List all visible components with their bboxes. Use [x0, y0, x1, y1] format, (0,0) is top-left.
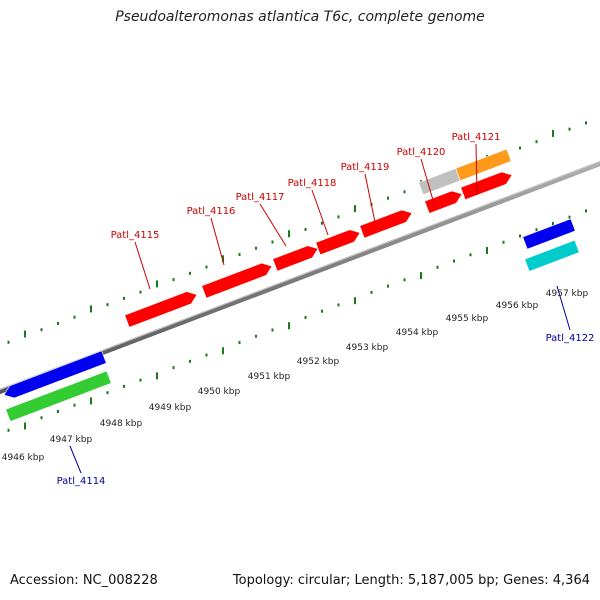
gene-label-patl-4116[interactable]: Patl_4116 — [187, 206, 236, 217]
gene-arrow-patl-4122[interactable] — [522, 218, 576, 250]
leader-patl-4119 — [364, 173, 376, 223]
leader-patl-4117 — [259, 203, 287, 247]
scale-label: 4949 kbp — [149, 403, 192, 413]
gene-arrow-reverse-cyan-feature[interactable] — [524, 239, 580, 272]
gene-label-patl-4122[interactable]: Patl_4122 — [546, 333, 595, 344]
gene-arrow-patl-4118[interactable] — [315, 229, 361, 256]
genes-layer — [3, 148, 580, 422]
scale-label: 4956 kbp — [496, 301, 539, 311]
scale-label: 4953 kbp — [346, 343, 389, 353]
gene-arrow-forward-orange-feature[interactable] — [455, 148, 512, 181]
gene-arrow-patl-4116[interactable] — [201, 262, 273, 299]
gene-arrow-patl-4119[interactable] — [359, 209, 413, 239]
gene-arrow-reverse-green-feature[interactable] — [5, 370, 112, 422]
forward-tick-row — [7, 121, 587, 344]
scale-label: 4950 kbp — [198, 387, 241, 397]
gene-arrow-patl-4114[interactable] — [3, 350, 107, 399]
leader-patl-4114 — [69, 445, 82, 474]
scale-label: 4948 kbp — [100, 419, 143, 429]
genome-summary-text: Topology: circular; Length: 5,187,005 bp… — [232, 573, 590, 588]
accession-text: Accession: NC_008228 — [10, 573, 158, 588]
leader-patl-4120 — [420, 158, 436, 208]
genome-title: Pseudoalteromonas atlantica T6c, complet… — [115, 9, 485, 25]
scale-label: 4952 kbp — [297, 357, 340, 367]
leader-patl-4115 — [134, 241, 151, 290]
leader-patl-4121 — [475, 143, 478, 196]
scale-label: 4957 kbp — [546, 289, 589, 299]
gene-arrow-patl-4117[interactable] — [272, 245, 319, 272]
scale-label: 4954 kbp — [396, 328, 439, 338]
gene-label-patl-4120[interactable]: Patl_4120 — [397, 147, 446, 158]
labels-layer: 4946 kbp 4947 kbp 4948 kbp 4949 kbp 4950 kbp… — [2, 132, 595, 487]
scale-ticks-layer — [7, 121, 587, 432]
gene-label-patl-4119[interactable]: Patl_4119 — [341, 162, 390, 173]
scale-label: 4955 kbp — [446, 314, 489, 324]
gene-label-patl-4118[interactable]: Patl_4118 — [288, 178, 337, 189]
scale-label: 4947 kbp — [50, 435, 93, 445]
gene-label-patl-4115[interactable]: Patl_4115 — [111, 230, 160, 241]
scale-label: 4951 kbp — [248, 372, 291, 382]
gene-arrow-patl-4121[interactable] — [460, 171, 513, 201]
gene-arrow-patl-4120[interactable] — [424, 190, 463, 214]
scale-label: 4946 kbp — [2, 453, 45, 463]
leader-patl-4118 — [311, 189, 329, 236]
gene-label-patl-4117[interactable]: Patl_4117 — [236, 192, 285, 203]
reverse-tick-row — [7, 209, 587, 432]
leaders-layer — [69, 143, 571, 474]
gene-arrow-patl-4115[interactable] — [124, 291, 198, 328]
gene-label-patl-4121[interactable]: Patl_4121 — [452, 132, 501, 143]
gene-label-patl-4114[interactable]: Patl_4114 — [57, 476, 106, 487]
leader-patl-4116 — [210, 217, 225, 266]
leader-patl-4122 — [556, 285, 571, 331]
